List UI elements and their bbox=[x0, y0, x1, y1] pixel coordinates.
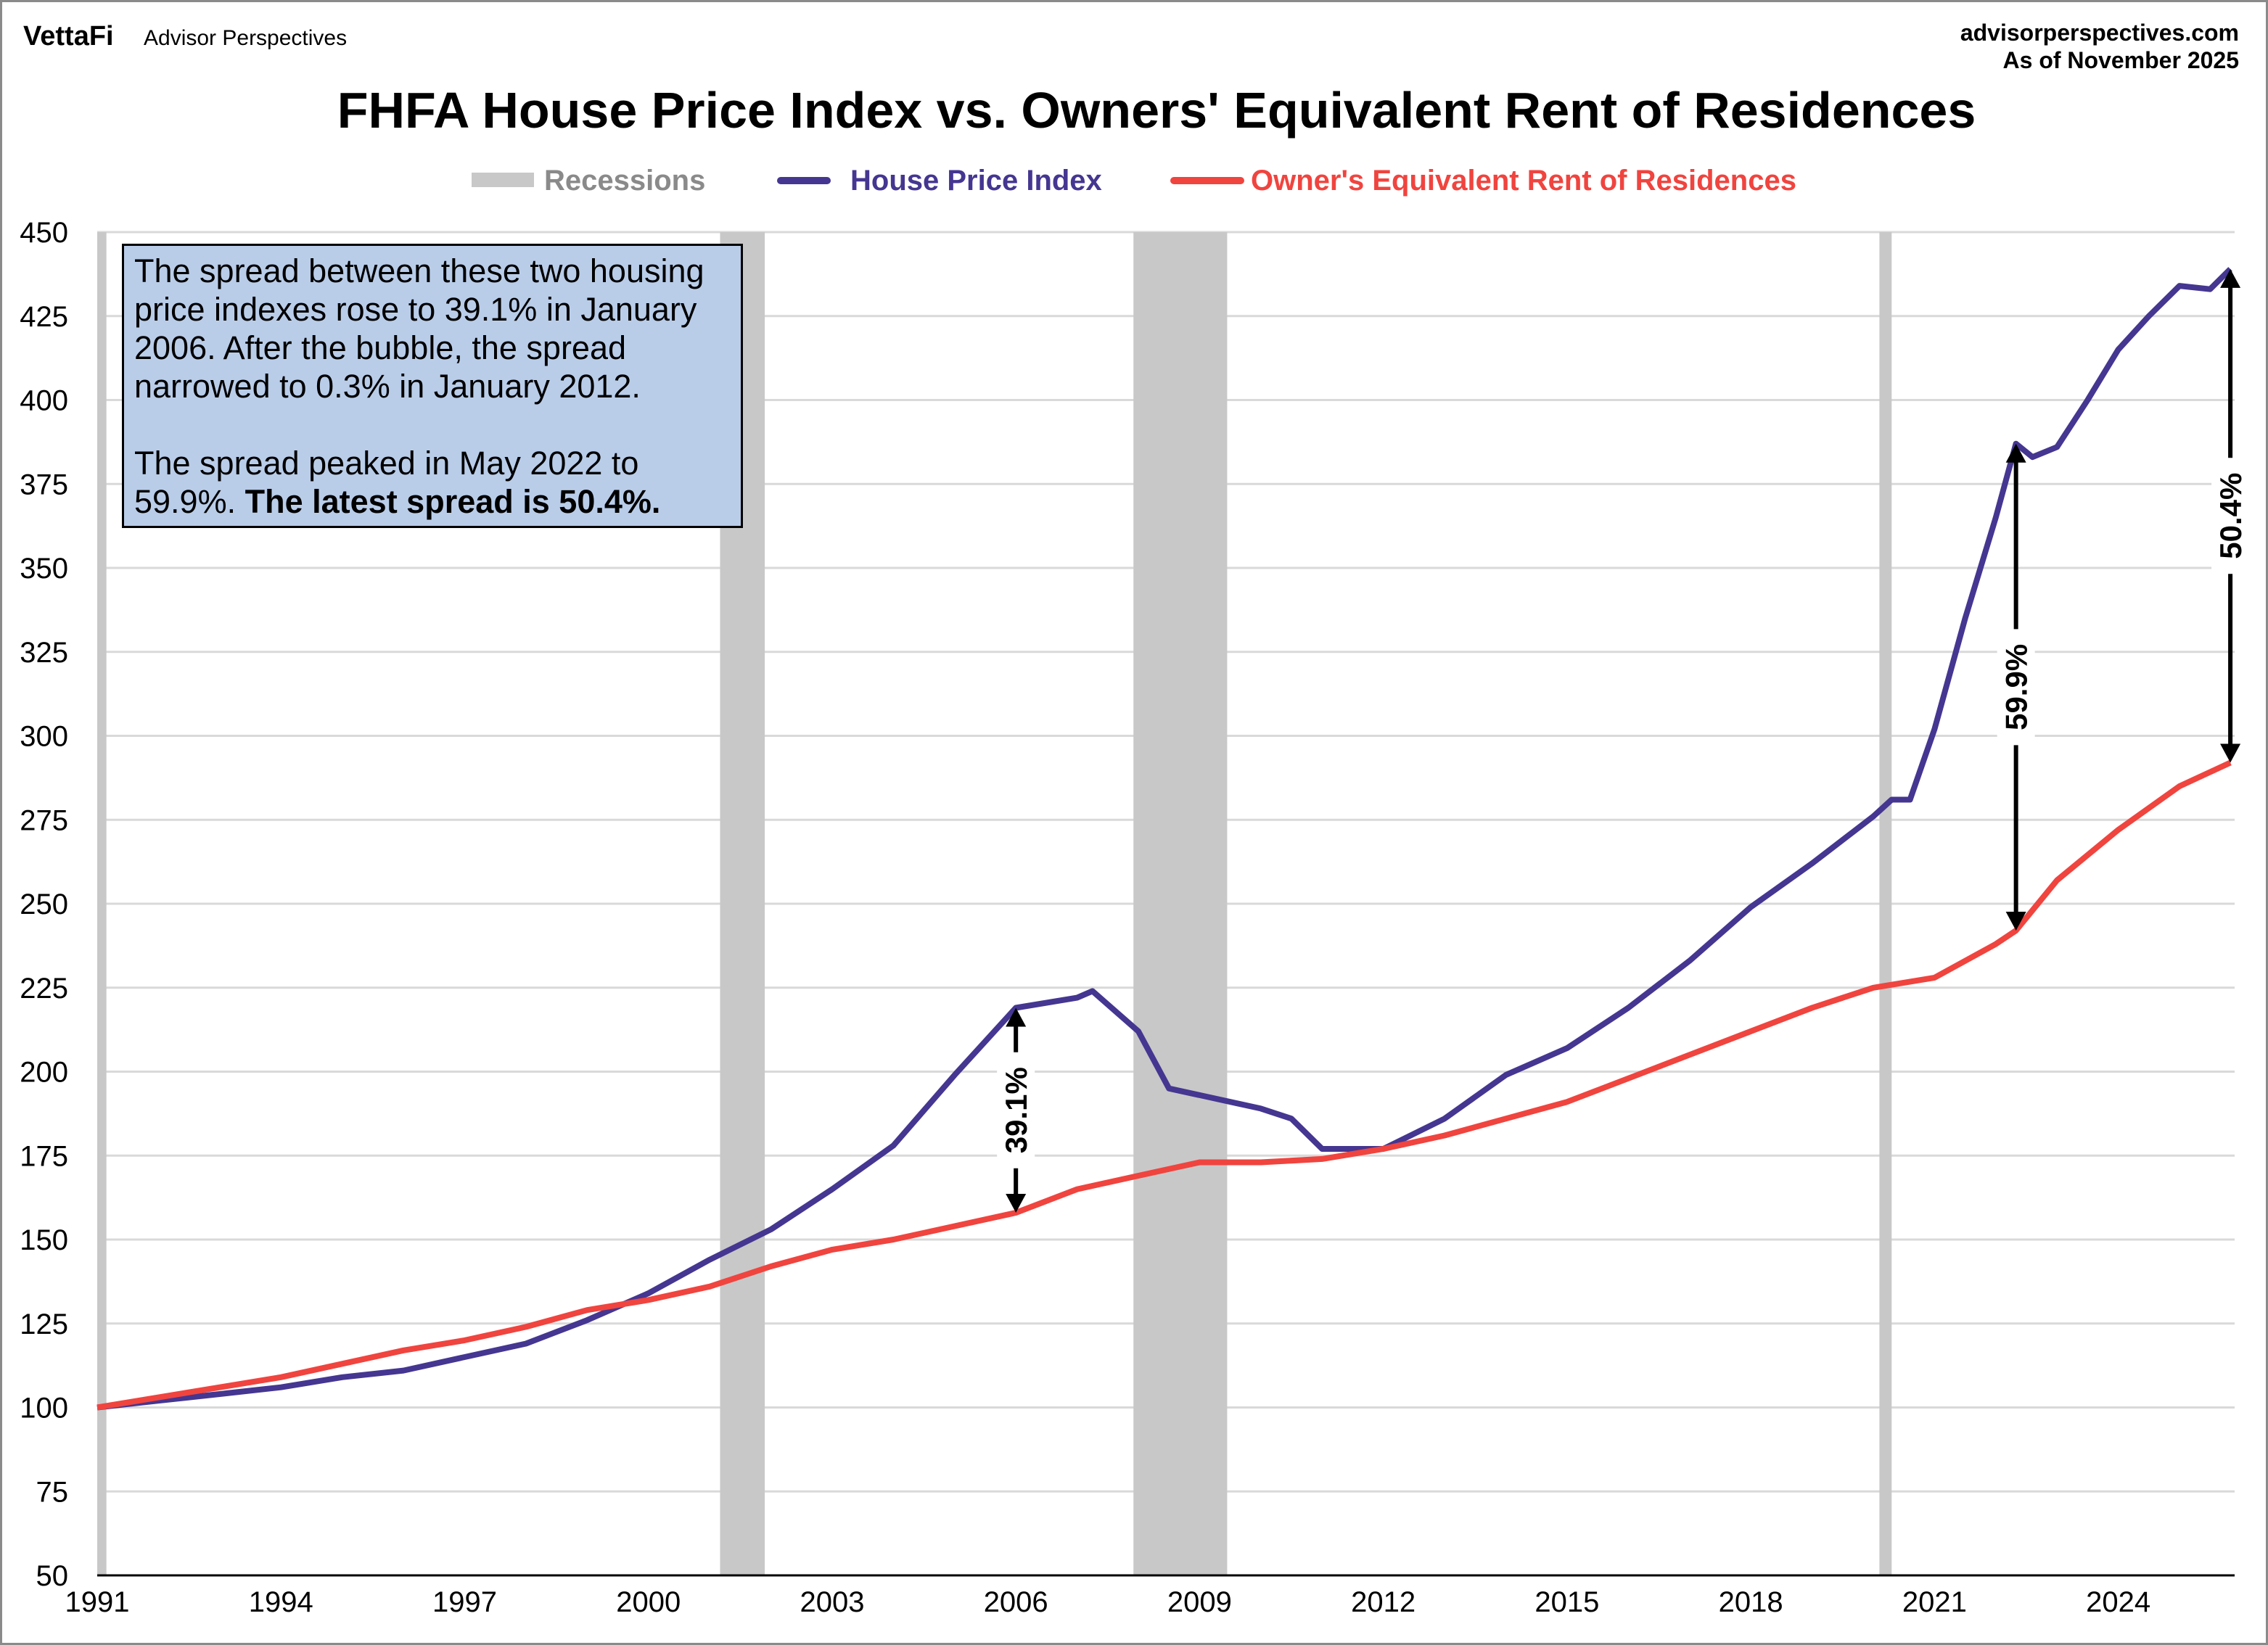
y-tick-label: 275 bbox=[20, 804, 68, 836]
note-paragraph-1: The spread between these two housing pri… bbox=[134, 252, 704, 405]
y-tick-label: 450 bbox=[20, 217, 68, 249]
chart-title: FHFA House Price Index vs. Owners' Equiv… bbox=[337, 82, 1976, 139]
x-tick-label: 2006 bbox=[984, 1586, 1048, 1618]
x-tick-label: 1994 bbox=[249, 1586, 313, 1618]
y-tick-label: 325 bbox=[20, 637, 68, 669]
x-tick-label: 2009 bbox=[1167, 1586, 1232, 1618]
arrow-head-down bbox=[2220, 743, 2241, 763]
note-paragraph-2-text: The spread peaked in May 2022 to 59.9%. bbox=[134, 445, 639, 520]
x-tick-label: 2015 bbox=[1534, 1586, 1599, 1618]
recession-band bbox=[1879, 232, 1892, 1575]
y-tick-label: 125 bbox=[20, 1308, 68, 1340]
arrow-head-down bbox=[1006, 1193, 1027, 1213]
spread-label-bg bbox=[1997, 629, 2035, 746]
spread-label-bg bbox=[997, 1052, 1035, 1168]
legend-swatch-recessions bbox=[472, 173, 534, 187]
x-tick-label: 2024 bbox=[2086, 1586, 2150, 1618]
legend-label-oer: Owner's Equivalent Rent of Residences bbox=[1251, 165, 1796, 197]
arrow-head-down bbox=[2005, 912, 2026, 931]
legend: Recessions House Price Index Owner's Equ… bbox=[472, 165, 1796, 197]
recession-band bbox=[1133, 232, 1228, 1575]
y-tick-label: 300 bbox=[20, 721, 68, 753]
y-tick-label: 50 bbox=[36, 1560, 69, 1592]
x-tick-label: 2021 bbox=[1902, 1586, 1967, 1618]
y-tick-label: 175 bbox=[20, 1140, 68, 1172]
annotation-textbox: The spread between these two housing pri… bbox=[122, 244, 743, 528]
legend-label-hpi: House Price Index bbox=[850, 165, 1102, 197]
arrow-head-up bbox=[2220, 268, 2241, 288]
x-tick-label: 1991 bbox=[65, 1586, 130, 1618]
x-tick-label: 2018 bbox=[1719, 1586, 1783, 1618]
series-line-oer bbox=[96, 759, 2232, 1411]
series-line-hpi bbox=[96, 267, 2232, 1411]
arrow-head-up bbox=[1006, 1007, 1027, 1027]
y-tick-label: 150 bbox=[20, 1224, 68, 1256]
spread-label: 39.1% bbox=[999, 1067, 1033, 1153]
spread-label-bg bbox=[2211, 458, 2250, 574]
note-paragraph-2: The spread peaked in May 2022 to 59.9%. … bbox=[134, 444, 731, 521]
site-url: advisorperspectives.com bbox=[1960, 20, 2239, 46]
x-tick-label: 2003 bbox=[800, 1586, 864, 1618]
y-tick-label: 250 bbox=[20, 889, 68, 920]
x-tick-label: 2000 bbox=[616, 1586, 681, 1618]
y-tick-label: 375 bbox=[20, 469, 68, 500]
x-tick-label: 2012 bbox=[1351, 1586, 1416, 1618]
brand-name: Advisor Perspectives bbox=[144, 26, 347, 50]
legend-label-recessions: Recessions bbox=[544, 165, 705, 197]
recession-band bbox=[97, 232, 107, 1575]
note-latest-spread: The latest spread is 50.4%. bbox=[245, 483, 661, 520]
y-tick-label: 75 bbox=[36, 1476, 69, 1508]
arrow-head-up bbox=[2005, 443, 2026, 463]
y-tick-label: 200 bbox=[20, 1057, 68, 1089]
y-tick-label: 225 bbox=[20, 973, 68, 1005]
vettafi-logo: VettaFi bbox=[23, 21, 114, 51]
y-tick-label: 425 bbox=[20, 301, 68, 333]
x-tick-label: 1997 bbox=[432, 1586, 497, 1618]
y-tick-label: 100 bbox=[20, 1393, 68, 1425]
spread-label: 59.9% bbox=[2000, 644, 2034, 730]
as-of-date: As of November 2025 bbox=[2003, 47, 2239, 73]
y-tick-label: 350 bbox=[20, 553, 68, 585]
y-tick-label: 400 bbox=[20, 385, 68, 417]
spread-label: 50.4% bbox=[2214, 473, 2248, 559]
